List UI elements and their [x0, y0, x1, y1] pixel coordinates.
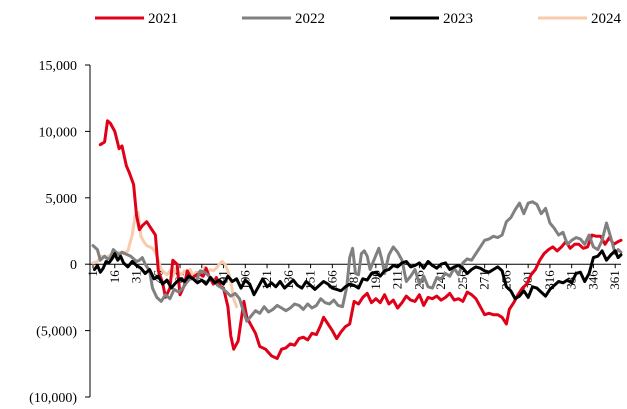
x-tick-label: 361 — [607, 270, 622, 290]
x-tick-label: 151 — [303, 270, 318, 290]
legend-label-2023: 2023 — [443, 11, 473, 27]
series-layer — [91, 119, 623, 360]
y-tick-label: 10,000 — [39, 125, 78, 140]
x-tick-label: 1 — [85, 270, 100, 277]
y-tick-label: (10,000) — [29, 391, 77, 406]
x-tick-label: 271 — [477, 270, 492, 290]
legend: 2021 2022 2023 2024 — [95, 11, 622, 27]
x-tick-label: 211 — [390, 270, 405, 289]
x-tick-label: 346 — [585, 270, 600, 290]
series-line-2021 — [98, 119, 623, 360]
legend-label-2024: 2024 — [591, 11, 622, 27]
legend-label-2022: 2022 — [295, 11, 325, 27]
y-tick-label: 5,000 — [46, 192, 78, 207]
legend-label-2021: 2021 — [148, 11, 178, 27]
y-axis: 15,000 10,000 5,000 0 (5,000) (10,000) — [29, 59, 91, 406]
x-tick-label: 31 — [129, 270, 144, 283]
x-tick-label: 136 — [281, 270, 296, 290]
series-line-2022 — [91, 200, 623, 323]
y-tick-label: 15,000 — [39, 59, 78, 74]
x-tick-label: 16 — [107, 270, 122, 284]
y-tick-label: (5,000) — [36, 325, 77, 340]
series-line-2023 — [93, 249, 623, 301]
y-tick-label: 0 — [70, 258, 77, 273]
